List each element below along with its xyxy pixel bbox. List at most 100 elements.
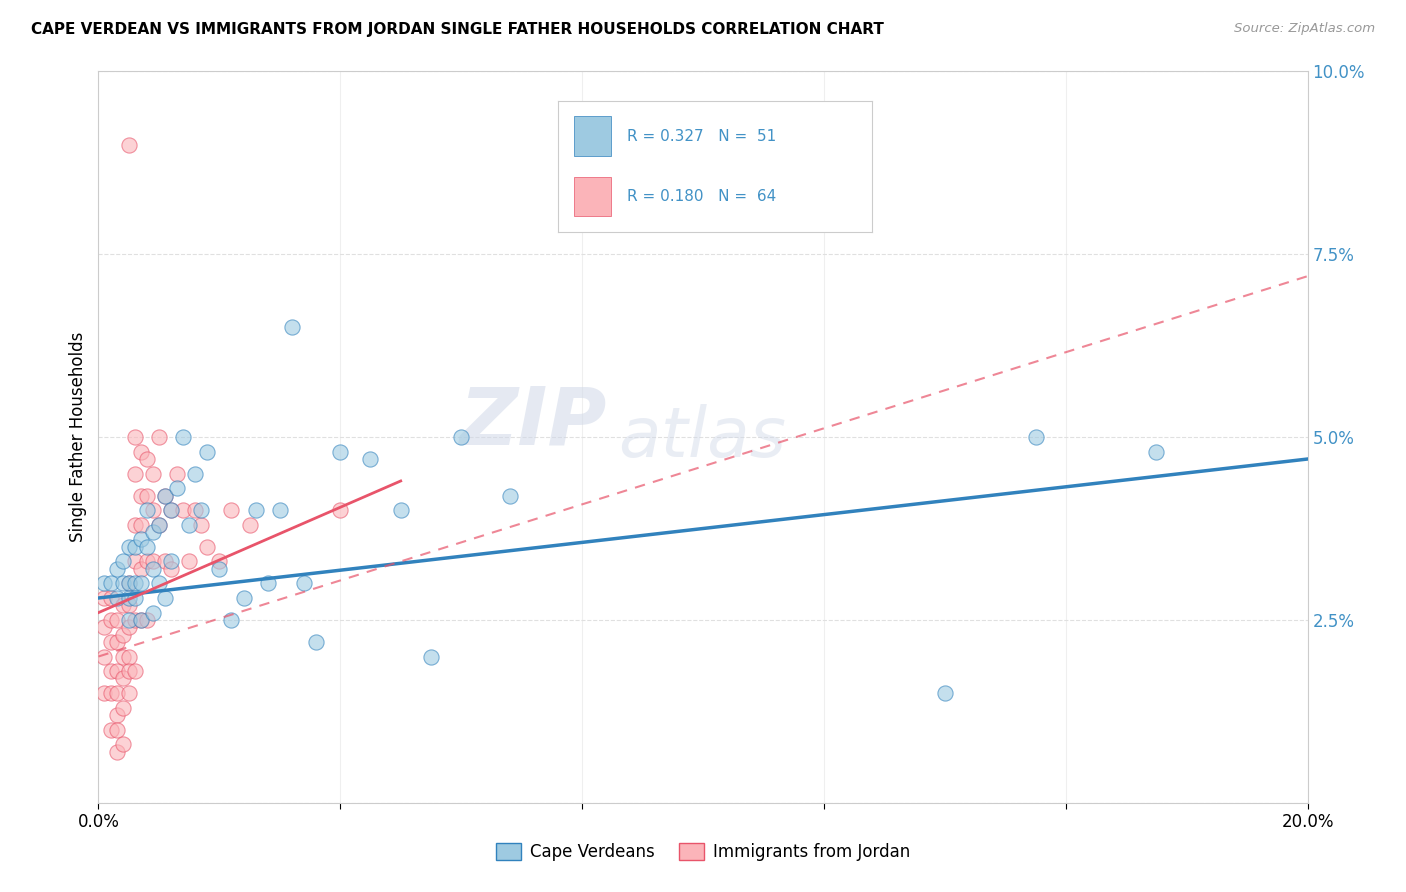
Point <box>305 635 328 649</box>
Point <box>329 444 352 458</box>
Point <box>100 664 122 678</box>
Point <box>111 700 134 714</box>
Point <box>221 613 243 627</box>
Point <box>135 503 157 517</box>
Point <box>105 613 128 627</box>
Point <box>148 517 170 532</box>
Point <box>124 467 146 481</box>
Point <box>256 576 278 591</box>
Point <box>111 554 134 568</box>
Point <box>135 452 157 467</box>
Point <box>124 430 146 444</box>
Point <box>135 554 157 568</box>
Point <box>118 576 141 591</box>
Point <box>118 599 141 613</box>
Point <box>160 562 183 576</box>
Point <box>142 467 165 481</box>
Point <box>129 533 152 547</box>
Point <box>292 576 315 591</box>
Point <box>934 686 956 700</box>
Point <box>129 613 152 627</box>
Point <box>111 576 134 591</box>
Point <box>450 430 472 444</box>
Point <box>190 503 212 517</box>
Point <box>105 664 128 678</box>
Point <box>179 517 201 532</box>
Legend: Cape Verdeans, Immigrants from Jordan: Cape Verdeans, Immigrants from Jordan <box>489 836 917 868</box>
Point <box>135 540 157 554</box>
Point <box>118 613 141 627</box>
Point <box>105 745 128 759</box>
Point <box>160 554 183 568</box>
Point <box>93 686 115 700</box>
Point <box>118 649 141 664</box>
Point <box>245 503 267 517</box>
Point <box>111 737 134 751</box>
Text: atlas: atlas <box>619 403 786 471</box>
Point <box>100 723 122 737</box>
Point <box>142 503 165 517</box>
Point <box>329 503 352 517</box>
Point <box>124 613 146 627</box>
Point <box>124 517 146 532</box>
Point <box>153 591 176 605</box>
Point <box>153 489 176 503</box>
Point <box>281 320 304 334</box>
Point <box>93 649 115 664</box>
Point <box>135 613 157 627</box>
Point <box>1024 430 1046 444</box>
Text: ZIP: ZIP <box>458 384 606 461</box>
Point <box>148 430 170 444</box>
Point <box>172 430 194 444</box>
Point <box>124 664 146 678</box>
Point <box>105 686 128 700</box>
Point <box>93 620 115 634</box>
Point <box>153 489 176 503</box>
Point <box>111 649 134 664</box>
Point <box>184 467 207 481</box>
Point <box>129 517 152 532</box>
Point <box>389 503 412 517</box>
Point <box>100 613 122 627</box>
Point <box>166 467 188 481</box>
Point <box>124 554 146 568</box>
Point <box>498 489 520 503</box>
Point <box>221 503 243 517</box>
Point <box>153 554 176 568</box>
Point <box>208 554 231 568</box>
Point <box>124 540 146 554</box>
Text: CAPE VERDEAN VS IMMIGRANTS FROM JORDAN SINGLE FATHER HOUSEHOLDS CORRELATION CHAR: CAPE VERDEAN VS IMMIGRANTS FROM JORDAN S… <box>31 22 884 37</box>
Point <box>129 444 152 458</box>
Point <box>105 562 128 576</box>
Point <box>105 591 128 605</box>
Point <box>118 576 141 591</box>
Point <box>232 591 254 605</box>
Point <box>360 452 382 467</box>
Point <box>239 517 262 532</box>
Point <box>118 620 141 634</box>
Point <box>142 554 165 568</box>
Point <box>111 627 134 641</box>
Point <box>184 503 207 517</box>
Point <box>129 613 152 627</box>
Point <box>118 137 141 152</box>
Point <box>105 723 128 737</box>
Point <box>420 649 443 664</box>
Point <box>135 489 157 503</box>
Point <box>142 606 165 620</box>
Point <box>124 591 146 605</box>
Point <box>160 503 183 517</box>
Point <box>100 591 122 605</box>
Point <box>142 525 165 540</box>
Point <box>208 562 231 576</box>
Point <box>111 599 134 613</box>
Point <box>129 576 152 591</box>
Point <box>100 686 122 700</box>
Point <box>100 635 122 649</box>
Point <box>148 576 170 591</box>
Point <box>148 517 170 532</box>
Point <box>118 540 141 554</box>
Point <box>129 562 152 576</box>
Text: Source: ZipAtlas.com: Source: ZipAtlas.com <box>1234 22 1375 36</box>
Point <box>118 591 141 605</box>
